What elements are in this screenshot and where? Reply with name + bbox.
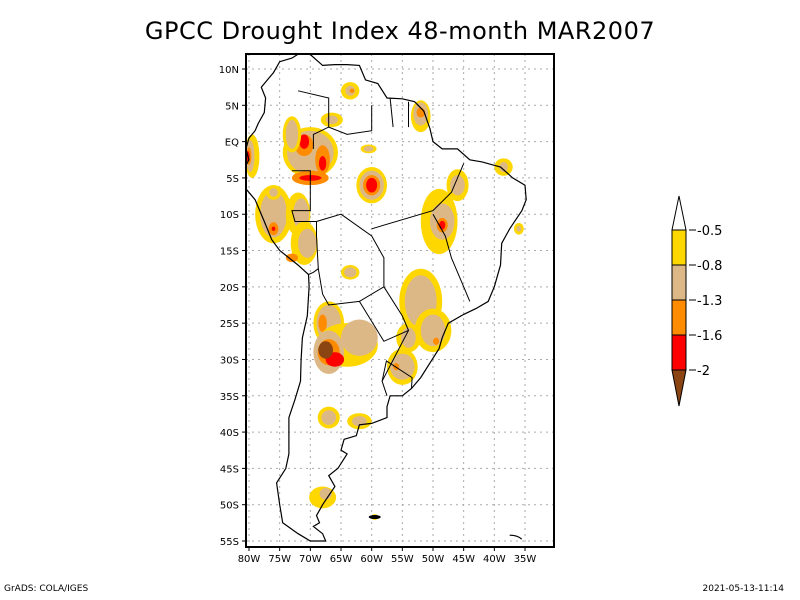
legend-label: -1.3: [697, 294, 722, 309]
drought-contour-c2: [420, 314, 446, 347]
timestamp: 2021-05-13-11:14: [702, 584, 785, 594]
drought-contour-c2: [321, 410, 337, 425]
lon-tick-label: 55W: [391, 554, 414, 565]
drought-contour-c4: [439, 220, 446, 230]
legend-label: -1.6: [697, 329, 722, 344]
legend-label: -2: [697, 364, 710, 379]
drought-contour-below: [318, 341, 334, 359]
legend-color-box: [671, 229, 687, 266]
south-america-coastline: [246, 54, 527, 542]
drought-contour-c2: [390, 353, 415, 380]
drought-contour-c2: [260, 190, 288, 238]
lat-tick-label: 5S: [226, 174, 239, 185]
drought-contour-c2: [298, 228, 317, 258]
south-georgia-island: [509, 534, 523, 540]
drought-contour-c2: [450, 175, 465, 196]
lat-tick-label: 35S: [220, 392, 239, 403]
legend-color-box: [671, 299, 687, 336]
drought-contour-c2: [319, 487, 332, 500]
lon-tick-label: 80W: [238, 554, 261, 565]
lat-tick-label: 55S: [220, 537, 239, 548]
drought-contour-c2: [344, 267, 357, 278]
lat-tick-label: 10S: [220, 210, 239, 221]
legend-label: -0.8: [697, 259, 722, 274]
lat-tick-label: EQ: [225, 138, 239, 149]
drought-contour-c3: [285, 253, 299, 263]
lat-tick-label: 45S: [220, 464, 239, 475]
coastline-layer: [246, 54, 527, 542]
falkland-islands: [368, 515, 381, 520]
lon-tick-label: 60W: [360, 554, 383, 565]
lat-tick-label: 20S: [220, 283, 239, 294]
drought-fill-layer: [246, 82, 524, 520]
lat-tick-label: 10N: [219, 65, 239, 76]
legend-arrow-above: [671, 195, 687, 231]
legend-arrow-below: [671, 369, 687, 407]
drought-contour-c4: [299, 134, 310, 149]
lat-tick-label: 50S: [220, 501, 239, 512]
lat-tick-label: 25S: [220, 319, 239, 330]
lat-tick-label: 30S: [220, 355, 239, 366]
country-border: [432, 213, 471, 302]
country-border: [371, 163, 465, 230]
drought-contour-c2: [352, 416, 367, 427]
lon-tick-label: 40W: [483, 554, 506, 565]
drought-contour-c3: [318, 314, 327, 332]
drought-contour-c2: [341, 319, 378, 356]
drought-contour-c2: [499, 161, 508, 173]
lon-tick-label: 35W: [514, 554, 537, 565]
lon-tick-label: 75W: [268, 554, 291, 565]
lon-tick-label: 45W: [452, 554, 475, 565]
legend-label: -0.5: [697, 224, 722, 239]
lat-tick-label: 40S: [220, 428, 239, 439]
latitude-axis: 10N 5N EQ 5S 10S 15S 20S 25S 30S 35S 40S 45S 50S 55S: [219, 65, 246, 548]
country-border: [291, 170, 319, 275]
country-border: [381, 360, 413, 396]
drought-contour-c2: [401, 327, 416, 348]
drought-contour-c2: [285, 119, 299, 149]
legend-color-box: [671, 334, 687, 371]
lat-tick-label: 15S: [220, 247, 239, 258]
map-title: GPCC Drought Index 48-month MAR2007: [144, 17, 656, 45]
drought-contour-c3: [349, 88, 355, 93]
grads-credit: GrADS: COLA/IGES: [4, 584, 89, 594]
country-border: [297, 90, 373, 135]
drought-contour-c2: [269, 188, 278, 197]
lat-tick-label: 5N: [225, 101, 239, 112]
lon-tick-label: 70W: [299, 554, 322, 565]
drought-contour-c2: [325, 115, 338, 125]
longitude-axis: 80W 75W 70W 65W 60W 55W 50W 45W 40W 35W: [238, 547, 537, 565]
drought-contour-c3: [433, 337, 440, 345]
country-border: [389, 97, 394, 128]
lon-tick-label: 65W: [330, 554, 353, 565]
plot-frame: [245, 53, 555, 548]
country-border: [381, 330, 409, 382]
drought-contour-c4: [318, 156, 327, 171]
drought-contour-c4: [366, 177, 378, 193]
drought-contour-c2: [516, 225, 522, 232]
lon-tick-label: 50W: [422, 554, 445, 565]
color-legend: -0.5 -0.8 -1.3 -1.6 -2: [671, 195, 722, 407]
drought-contour-c2: [363, 145, 374, 152]
drought-contour-c4: [271, 226, 276, 231]
country-border: [312, 126, 329, 149]
legend-color-box: [671, 264, 687, 301]
